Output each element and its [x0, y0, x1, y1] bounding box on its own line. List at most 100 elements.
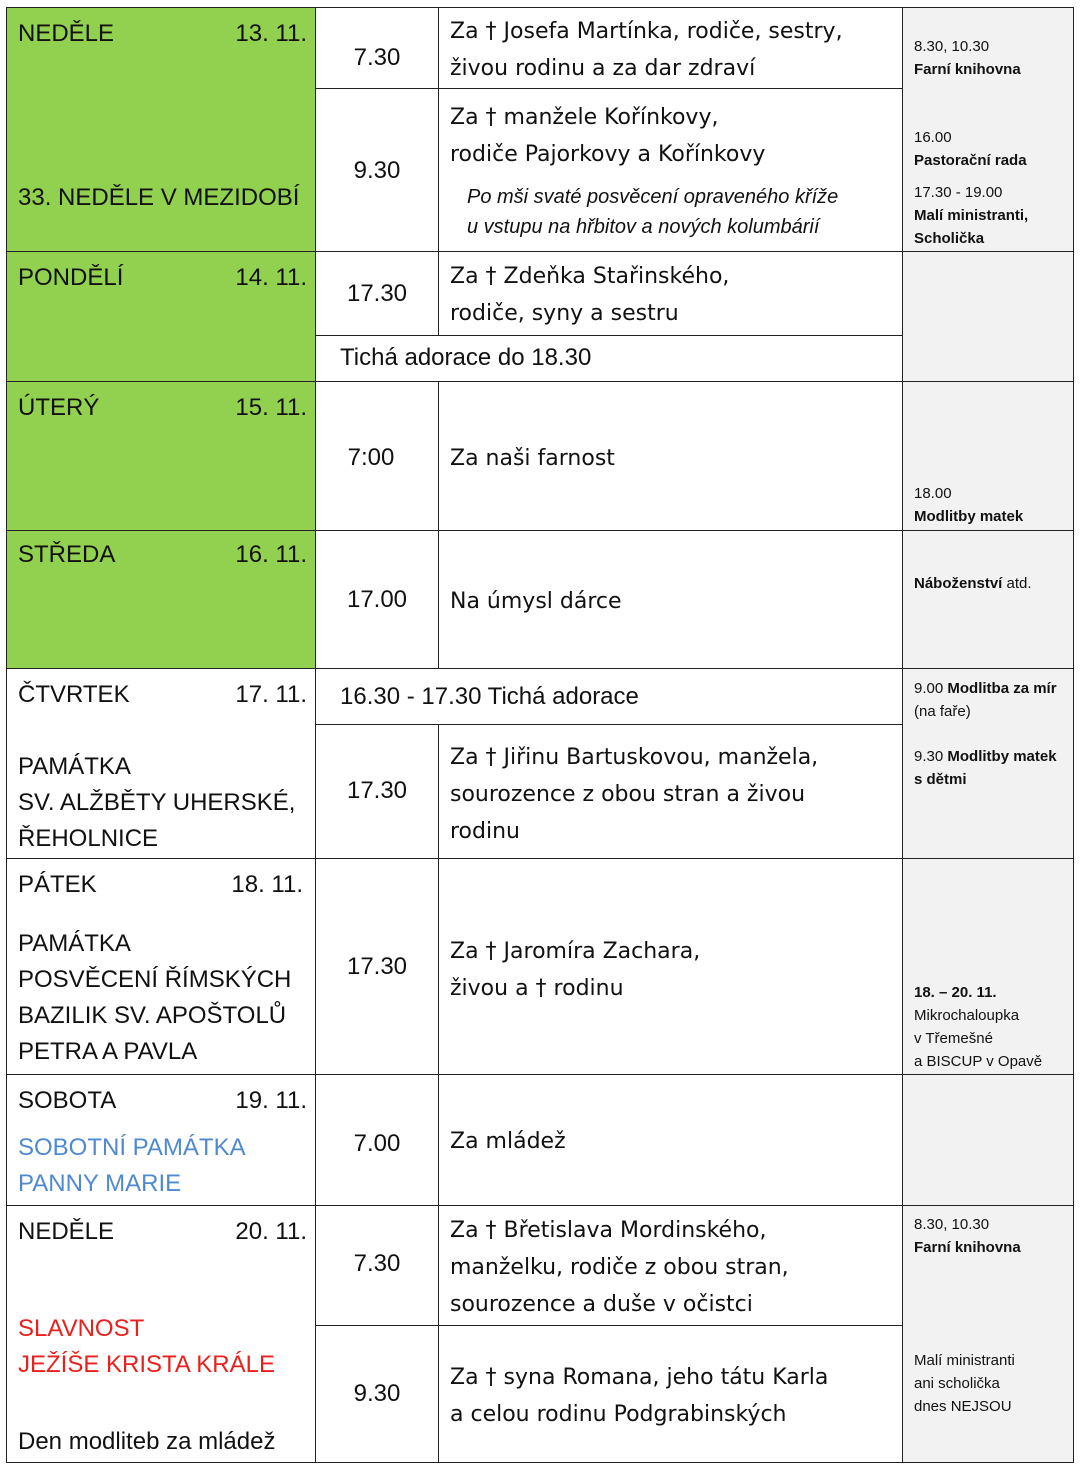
time-cell: 9.30 — [315, 88, 439, 252]
intention-cell: Za † Zdeňka Stařinského, rodiče, syny a … — [438, 251, 903, 336]
mass-time: 17.30 — [346, 777, 408, 804]
note-time: 9.00 — [914, 680, 944, 697]
day-cell-friday: PÁTEK 18. 11. PAMÁTKA POSVĚCENÍ ŘÍMSKÝCH… — [6, 858, 316, 1075]
notes-cell: Náboženství atd. — [902, 530, 1074, 669]
note-time: 8.30, 10.30 — [914, 38, 990, 55]
mass-intention: Za † Jiřinu Bartuskovou, manžela, souroz… — [450, 745, 819, 844]
intention-cell: Za † Břetislava Mordinského, manželku, r… — [438, 1205, 903, 1326]
feast: PAMÁTKA SV. ALŽBĚTY UHERSKÉ, ŘEHOLNICE — [18, 753, 296, 852]
time-cell: 7:00 — [315, 381, 439, 531]
feast: PAMÁTKA POSVĚCENÍ ŘÍMSKÝCH BAZILIK SV. A… — [18, 930, 292, 1065]
mass-time: 7.30 — [353, 44, 401, 71]
intention-cell: Za † Jiřinu Bartuskovou, manžela, souroz… — [438, 724, 903, 859]
day-name: PÁTEK — [18, 871, 97, 898]
mass-time: 7:00 — [347, 444, 395, 471]
note-text: Farní knihovna — [914, 61, 1021, 78]
note-suffix: (na faře) — [914, 703, 971, 720]
intention-cell: Za mládež — [438, 1074, 903, 1206]
note-text: Farní knihovna — [914, 1239, 1021, 1256]
notes-cell — [902, 251, 1074, 382]
day-date: 15. 11. — [235, 394, 307, 421]
day-cell-monday: PONDĚLÍ 14. 11. — [6, 251, 316, 382]
mass-intention: Za † manžele Kořínkovy, rodiče Pajorkovy… — [450, 105, 766, 167]
time-cell: 7.30 — [315, 1205, 439, 1326]
note-time: 17.30 - 19.00 — [914, 184, 1003, 201]
feast: SOBOTNÍ PAMÁTKA PANNY MARIE — [18, 1134, 246, 1197]
adoration-cell: 16.30 - 17.30 Tichá adorace — [315, 668, 903, 725]
time-cell: 17.30 — [315, 724, 439, 859]
feast: 33. NEDĚLE V MEZIDOBÍ — [18, 184, 300, 211]
intention-cell: Za † manžele Kořínkovy, rodiče Pajorkovy… — [438, 88, 903, 252]
day-date: 14. 11. — [235, 264, 307, 291]
day-cell-saturday: SOBOTA 19. 11. SOBOTNÍ PAMÁTKA PANNY MAR… — [6, 1074, 316, 1206]
notes-cell — [902, 1074, 1074, 1206]
mass-intention: Za † Břetislava Mordinského, manželku, r… — [450, 1218, 789, 1317]
mass-time: 17.30 — [346, 280, 408, 307]
note-time: 16.00 — [914, 129, 952, 146]
time-cell: 17.00 — [315, 530, 439, 669]
notes-cell: 8.30, 10.30 Farní knihovna 16.00 Pastora… — [902, 7, 1074, 252]
day-date: 19. 11. — [235, 1087, 307, 1114]
mass-time: 7.30 — [353, 1250, 401, 1277]
note-time: 18. – 20. 11. — [914, 984, 997, 1001]
day-cell-thursday: ČTVRTEK 17. 11. PAMÁTKA SV. ALŽBĚTY UHER… — [6, 668, 316, 859]
day-name: ÚTERÝ — [18, 394, 100, 421]
note-time: 9.30 — [914, 748, 944, 765]
mass-intention: Na úmysl dárce — [450, 589, 622, 614]
mass-intention: Za naši farnost — [450, 446, 615, 471]
mass-time: 17.00 — [346, 586, 408, 613]
day-cell-wednesday: STŘEDA 16. 11. — [6, 530, 316, 669]
mass-intention: Za † Josefa Martínka, rodiče, sestry, ži… — [450, 19, 843, 81]
day-cell-sunday-20: NEDĚLE 20. 11. SLAVNOST JEŽÍŠE KRISTA KR… — [6, 1205, 316, 1463]
time-cell: 7.00 — [315, 1074, 439, 1206]
day-name: PONDĚLÍ — [18, 264, 124, 291]
notes-cell: 18.00 Modlitby matek — [902, 381, 1074, 531]
day-cell-sunday-13: NEDĚLE 13. 11. 33. NEDĚLE V MEZIDOBÍ — [6, 7, 316, 252]
adoration-text: 16.30 - 17.30 Tichá adorace — [340, 683, 639, 710]
feast: SLAVNOST JEŽÍŠE KRISTA KRÁLE — [18, 1315, 275, 1378]
day-extra: Den modliteb za mládež — [18, 1428, 276, 1455]
note-text: Modlitby matek s dětmi — [914, 748, 1057, 788]
note-text: Mikrochaloupka v Třemešné a BISCUP v Opa… — [914, 1007, 1043, 1070]
note-text: Pastorační rada — [914, 152, 1027, 169]
day-date: 16. 11. — [235, 541, 307, 568]
day-name: NEDĚLE — [18, 1218, 115, 1245]
note-text: Modlitba za mír — [947, 680, 1057, 697]
intention-cell: Za † syna Romana, jeho tátu Karla a celo… — [438, 1325, 903, 1463]
mass-time: 9.30 — [353, 157, 401, 184]
time-cell: 9.30 — [315, 1325, 439, 1463]
day-date: 13. 11. — [235, 20, 307, 47]
notes-cell: 18. – 20. 11. Mikrochaloupka v Třemešné … — [902, 858, 1074, 1075]
mass-intention: Za † Jaromíra Zachara, živou a † rodinu — [450, 939, 701, 1001]
mass-note: Po mši svaté posvěcení opraveného kříže … — [467, 186, 839, 238]
note-time: 8.30, 10.30 — [914, 1216, 990, 1233]
intention-cell: Za † Josefa Martínka, rodiče, sestry, ži… — [438, 7, 903, 89]
day-cell-tuesday: ÚTERÝ 15. 11. — [6, 381, 316, 531]
mass-time: 9.30 — [353, 1380, 401, 1407]
mass-intention: Za mládež — [450, 1129, 566, 1154]
day-name: ČTVRTEK — [18, 681, 130, 708]
time-cell: 17.30 — [315, 858, 439, 1075]
day-date: 18. 11. — [231, 871, 303, 898]
note-text: Modlitby matek — [914, 508, 1024, 525]
intention-cell: Za naši farnost — [438, 381, 903, 531]
intention-cell: Na úmysl dárce — [438, 530, 903, 669]
day-name: STŘEDA — [18, 541, 116, 568]
intention-cell: Za † Jaromíra Zachara, živou a † rodinu — [438, 858, 903, 1075]
adoration-cell: Tichá adorace do 18.30 — [315, 335, 903, 382]
mass-intention: Za † syna Romana, jeho tátu Karla a celo… — [450, 1365, 829, 1427]
mass-time: 7.00 — [353, 1130, 401, 1157]
time-cell: 7.30 — [315, 7, 439, 89]
day-date: 20. 11. — [235, 1218, 307, 1245]
adoration-text: Tichá adorace do 18.30 — [340, 344, 592, 371]
note-text: Náboženství — [914, 575, 1003, 592]
note-time: 18.00 — [914, 485, 952, 502]
day-name: NEDĚLE — [18, 20, 115, 47]
time-cell: 17.30 — [315, 251, 439, 336]
note-text: Malí ministranti, Scholička — [914, 207, 1029, 247]
notes-cell: 9.00 Modlitba za mír (na faře) 9.30 Modl… — [902, 668, 1074, 859]
mass-time: 17.30 — [346, 953, 408, 980]
notes-cell: 8.30, 10.30 Farní knihovna Malí ministra… — [902, 1205, 1074, 1463]
note-text: Malí ministranti ani scholička dnes NEJS… — [914, 1352, 1015, 1415]
day-date: 17. 11. — [235, 681, 307, 708]
